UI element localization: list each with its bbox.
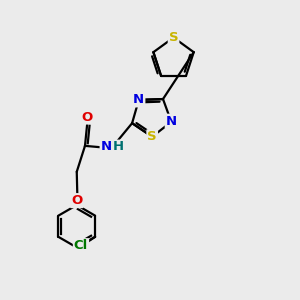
Text: O: O bbox=[71, 194, 82, 207]
Text: Cl: Cl bbox=[74, 239, 88, 252]
Text: H: H bbox=[112, 140, 124, 153]
Text: N: N bbox=[100, 140, 112, 153]
Text: S: S bbox=[169, 31, 178, 44]
Text: S: S bbox=[147, 130, 157, 143]
Text: N: N bbox=[133, 93, 144, 106]
Text: N: N bbox=[166, 115, 177, 128]
Text: O: O bbox=[82, 110, 93, 124]
